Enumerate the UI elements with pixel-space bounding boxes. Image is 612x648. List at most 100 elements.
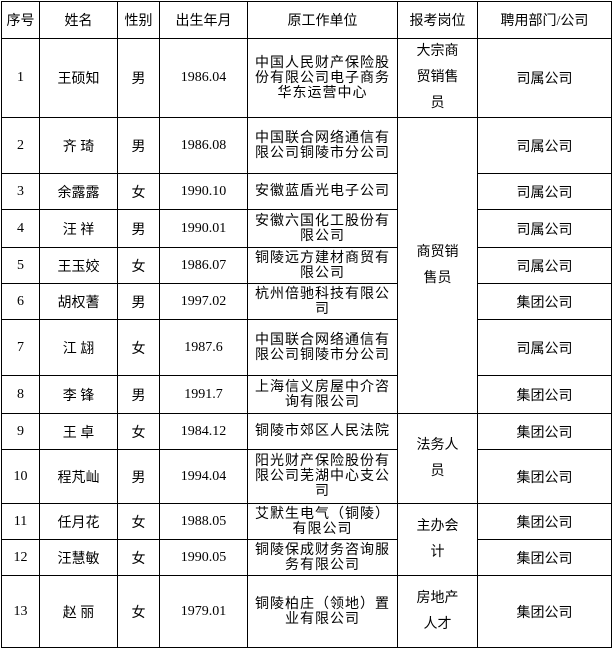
employer-cell: 铜陵保成财务咨询服务有限公司 <box>247 539 398 576</box>
index-cell: 5 <box>1 247 40 284</box>
gender-cell: 男 <box>117 283 160 320</box>
gender-cell: 男 <box>117 38 160 118</box>
department-cell: 集团公司 <box>477 449 612 504</box>
data-row: 13 赵 丽女 1979.01 铜陵柏庄（领地）置业有限公司 房地产人才 集团公司 <box>1 575 612 648</box>
header-cell: 出生年月 <box>159 1 248 39</box>
position-cell: 主办会计 <box>397 503 478 576</box>
position-cell: 大宗商贸销售员 <box>397 38 478 118</box>
data-row: 10 程芃屾男 1994.04 阳光财产保险股份有限公司芜湖中心支公司 集团公司 <box>1 449 612 504</box>
index-cell: 9 <box>1 413 40 450</box>
employer-cell: 中国人民财产保险股份有限公司电子商务华东运营中心 <box>247 38 398 118</box>
employer-cell: 安徽蓝盾光电子公司 <box>247 173 398 210</box>
index-cell: 3 <box>1 173 40 210</box>
header-cell: 报考岗位 <box>397 1 478 39</box>
name-cell: 赵 丽 <box>39 575 118 648</box>
index-cell: 4 <box>1 209 40 248</box>
department-cell: 司属公司 <box>477 117 612 174</box>
position-cell: 法务人员 <box>397 413 478 504</box>
name-cell: 汪慧敏 <box>39 539 118 576</box>
birth-cell: 1984.12 <box>159 413 248 450</box>
birth-cell: 1990.01 <box>159 209 248 248</box>
employer-cell: 杭州倍驰科技有限公司 <box>247 283 398 320</box>
gender-cell: 女 <box>117 413 160 450</box>
name-cell: 胡权蓍 <box>39 283 118 320</box>
gender-cell: 男 <box>117 375 160 414</box>
index-cell: 10 <box>1 449 40 504</box>
gender-cell: 女 <box>117 503 160 540</box>
employer-cell: 铜陵远方建材商贸有限公司 <box>247 247 398 284</box>
birth-cell: 1986.04 <box>159 38 248 118</box>
employer-cell: 艾默生电气（铜陵）有限公司 <box>247 503 398 540</box>
department-cell: 司属公司 <box>477 173 612 210</box>
data-row: 1 王硕知男 1986.04 中国人民财产保险股份有限公司电子商务华东运营中心 大宗商贸… <box>1 38 612 118</box>
name-cell: 汪 祥 <box>39 209 118 248</box>
data-row: 11 任月花女 1988.05 艾默生电气（铜陵）有限公司 主办会计 集团公司 <box>1 503 612 576</box>
department-cell: 司属公司 <box>477 209 612 248</box>
gender-cell: 女 <box>117 575 160 648</box>
department-cell: 集团公司 <box>477 539 612 576</box>
birth-cell: 1979.01 <box>159 575 248 648</box>
name-cell: 任月花 <box>39 503 118 540</box>
header-row: 序号 姓名 性别 出生年月 原工作单位 报考岗位 聘用部门/公司 <box>1 1 612 39</box>
gender-cell: 男 <box>117 209 160 248</box>
name-cell: 李 锋 <box>39 375 118 414</box>
birth-cell: 1990.10 <box>159 173 248 210</box>
birth-cell: 1994.04 <box>159 449 248 504</box>
department-cell: 集团公司 <box>477 575 612 648</box>
department-cell: 集团公司 <box>477 283 612 320</box>
index-cell: 8 <box>1 375 40 414</box>
employer-cell: 中国联合网络通信有限公司铜陵市分公司 <box>247 117 398 174</box>
gender-cell: 男 <box>117 449 160 504</box>
birth-cell: 1997.02 <box>159 283 248 320</box>
index-cell: 13 <box>1 575 40 648</box>
gender-cell: 女 <box>117 319 160 376</box>
name-cell: 王玉姣 <box>39 247 118 284</box>
employer-cell: 中国联合网络通信有限公司铜陵市分公司 <box>247 319 398 376</box>
data-row: 5 王玉姣女 1986.07 铜陵远方建材商贸有限公司 司属公司 <box>1 247 612 284</box>
department-cell: 司属公司 <box>477 38 612 118</box>
index-cell: 1 <box>1 38 40 118</box>
birth-cell: 1987.6 <box>159 319 248 376</box>
birth-cell: 1986.08 <box>159 117 248 174</box>
birth-cell: 1986.07 <box>159 247 248 284</box>
employer-cell: 铜陵柏庄（领地）置业有限公司 <box>247 575 398 648</box>
header-cell: 性别 <box>117 1 160 39</box>
birth-cell: 1990.05 <box>159 539 248 576</box>
department-cell: 集团公司 <box>477 503 612 540</box>
data-row: 6 胡权蓍男 1997.02 杭州倍驰科技有限公司 集团公司 <box>1 283 612 320</box>
birth-cell: 1988.05 <box>159 503 248 540</box>
position-cell: 房地产人才 <box>397 575 478 648</box>
gender-cell: 男 <box>117 117 160 174</box>
name-cell: 江 翃 <box>39 319 118 376</box>
data-row: 12 汪慧敏女 1990.05 铜陵保成财务咨询服务有限公司 集团公司 <box>1 539 612 576</box>
gender-cell: 女 <box>117 539 160 576</box>
name-cell: 余露露 <box>39 173 118 210</box>
header-cell: 原工作单位 <box>247 1 398 39</box>
employer-cell: 上海信义房屋中介咨询有限公司 <box>247 375 398 414</box>
employer-cell: 阳光财产保险股份有限公司芜湖中心支公司 <box>247 449 398 504</box>
header-cell: 姓名 <box>39 1 118 39</box>
name-cell: 齐 琦 <box>39 117 118 174</box>
index-cell: 2 <box>1 117 40 174</box>
header-cell: 聘用部门/公司 <box>477 1 612 39</box>
department-cell: 司属公司 <box>477 319 612 376</box>
index-cell: 6 <box>1 283 40 320</box>
data-row: 3 余露露女 1990.10 安徽蓝盾光电子公司 司属公司 <box>1 173 612 210</box>
employer-cell: 安徽六国化工股份有限公司 <box>247 209 398 248</box>
department-cell: 集团公司 <box>477 375 612 414</box>
index-cell: 7 <box>1 319 40 376</box>
index-cell: 12 <box>1 539 40 576</box>
name-cell: 王硕知 <box>39 38 118 118</box>
position-cell: 商贸销售员 <box>397 117 478 414</box>
birth-cell: 1991.7 <box>159 375 248 414</box>
department-cell: 集团公司 <box>477 413 612 450</box>
name-cell: 程芃屾 <box>39 449 118 504</box>
index-cell: 11 <box>1 503 40 540</box>
